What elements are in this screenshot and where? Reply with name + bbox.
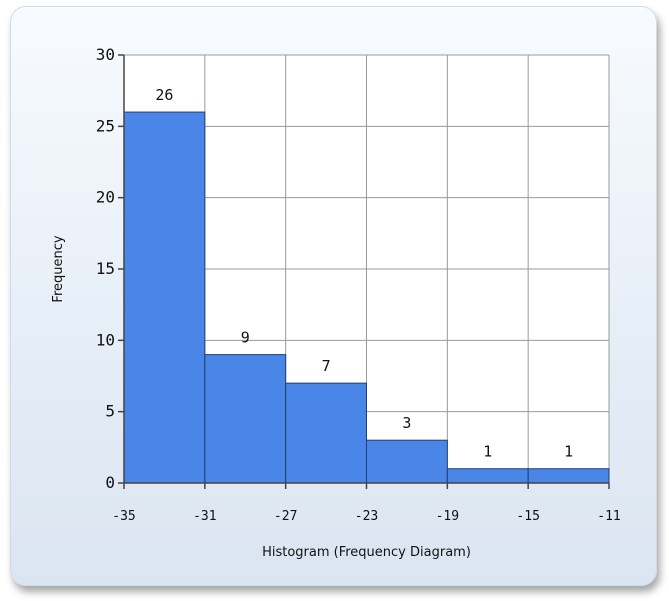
y-tick-label: 25 bbox=[96, 116, 115, 135]
x-tick-label: -19 bbox=[436, 509, 459, 524]
data-label: 1 bbox=[483, 443, 492, 461]
bars bbox=[123, 111, 610, 484]
histogram-bar bbox=[123, 111, 206, 484]
x-axis-title: Histogram (Frequency Diagram) bbox=[262, 545, 471, 560]
y-tick-label: 20 bbox=[96, 188, 115, 207]
y-tick-label: 5 bbox=[105, 402, 115, 421]
histogram-bar bbox=[285, 382, 367, 484]
y-tick-label: 30 bbox=[96, 45, 115, 64]
histogram-bar bbox=[527, 468, 610, 484]
x-tick-label: -27 bbox=[274, 509, 297, 524]
x-tick-label: -15 bbox=[516, 509, 539, 524]
x-tick-label: -11 bbox=[597, 509, 620, 524]
y-tick-label: 10 bbox=[96, 330, 115, 349]
x-tick-label: -35 bbox=[112, 509, 135, 524]
y-tick-label: 0 bbox=[105, 473, 115, 492]
data-label: 7 bbox=[322, 357, 331, 375]
data-label: 3 bbox=[402, 414, 411, 432]
data-label: 1 bbox=[564, 443, 573, 461]
y-axis-title: Frequency bbox=[51, 235, 66, 302]
data-label: 9 bbox=[241, 329, 250, 347]
histogram-bar bbox=[204, 354, 287, 484]
axes bbox=[118, 54, 610, 489]
x-tick-label: -31 bbox=[193, 509, 216, 524]
histogram-bar bbox=[366, 439, 448, 484]
x-tick-label: -23 bbox=[355, 509, 378, 524]
histogram-bar bbox=[446, 468, 529, 484]
y-tick-label: 15 bbox=[96, 259, 115, 278]
data-label: 26 bbox=[155, 86, 173, 104]
